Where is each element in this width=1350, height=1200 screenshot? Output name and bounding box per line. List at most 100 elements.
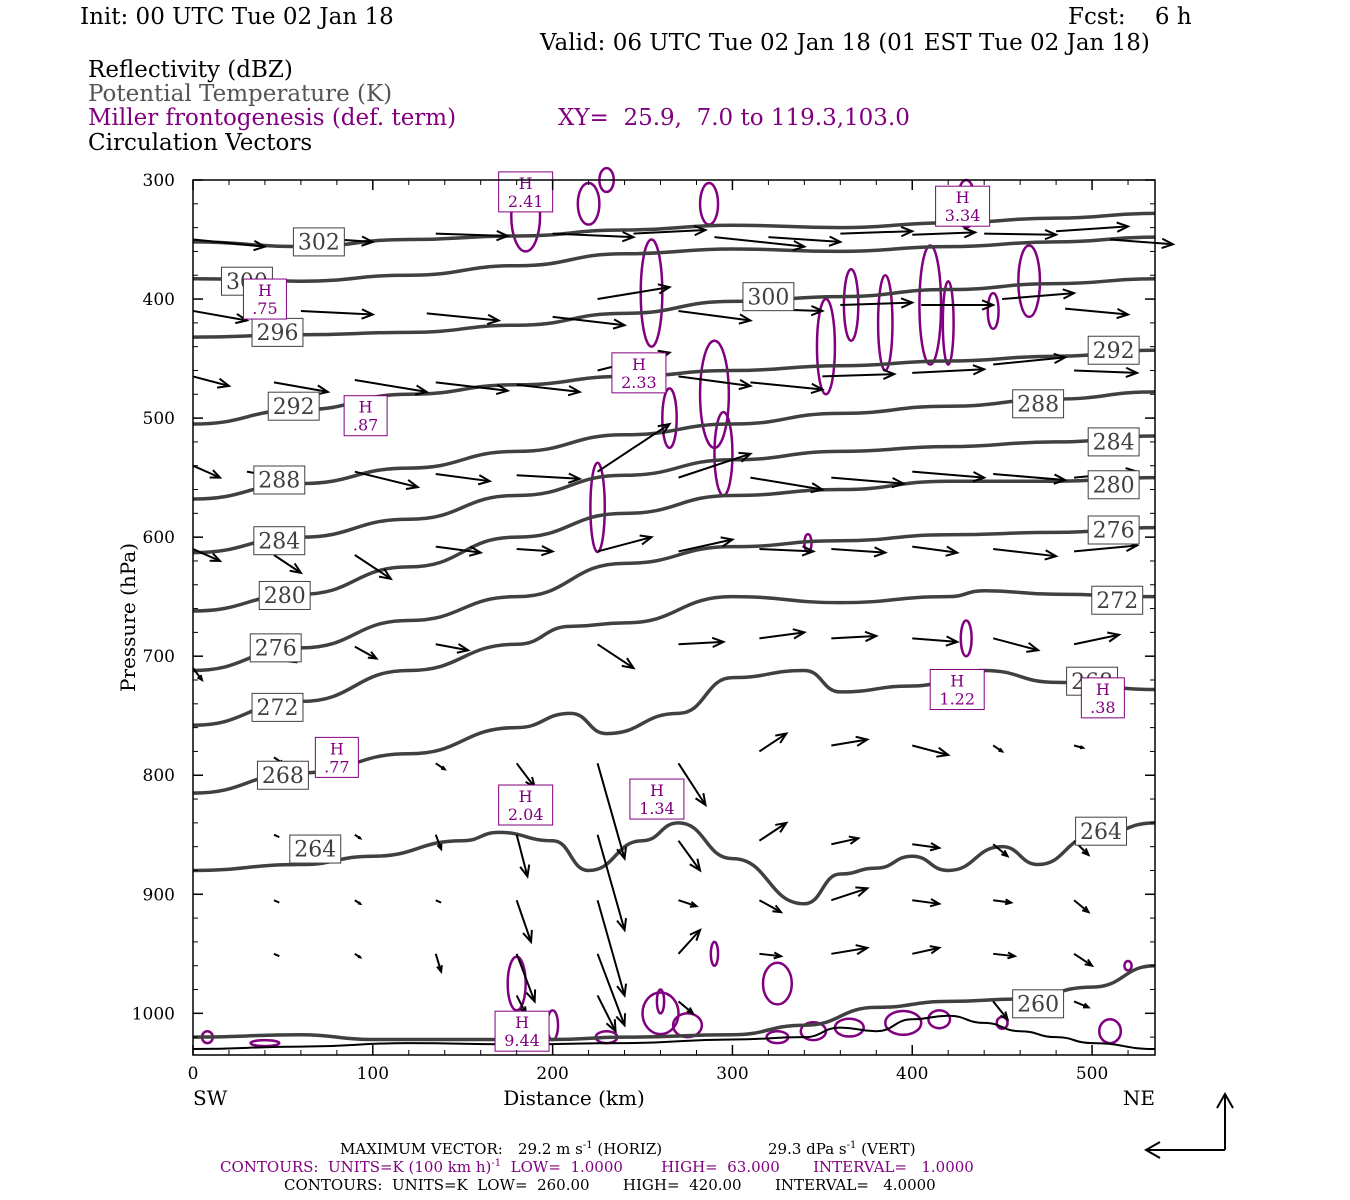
circulation-vector bbox=[992, 1000, 1010, 1022]
frontogenesis-contour bbox=[815, 297, 837, 396]
high-box bbox=[611, 352, 667, 394]
vector-head bbox=[981, 299, 996, 311]
vector-shaft bbox=[515, 953, 536, 1002]
theta-label-284-box bbox=[253, 526, 306, 556]
vector-head bbox=[361, 308, 376, 320]
circulation-vector bbox=[273, 833, 280, 839]
theta-label-284: 284 bbox=[1093, 431, 1135, 456]
vector-shaft bbox=[678, 452, 751, 479]
circulation-vector bbox=[677, 1000, 695, 1015]
theta-label-292: 292 bbox=[1093, 339, 1135, 364]
y-tick-label: 300 bbox=[143, 171, 175, 191]
high-value: .75 bbox=[252, 299, 277, 318]
vector-shaft bbox=[678, 309, 751, 322]
vector-head bbox=[616, 983, 628, 998]
theta-label-276-box bbox=[1087, 515, 1140, 545]
vector-head bbox=[738, 313, 753, 325]
vector-head bbox=[378, 568, 393, 581]
vector-head bbox=[1081, 848, 1091, 857]
vector-shaft bbox=[435, 545, 481, 554]
vector-shaft bbox=[516, 383, 580, 393]
circulation-vector bbox=[912, 364, 987, 376]
circulation-vector bbox=[435, 545, 484, 557]
circulation-vector bbox=[354, 645, 379, 660]
high-marker: H bbox=[519, 174, 533, 193]
frontogenesis-contour bbox=[639, 238, 664, 348]
vector-head bbox=[1107, 631, 1122, 643]
vector-head bbox=[567, 385, 583, 397]
high-value: .77 bbox=[324, 757, 349, 776]
theta-label-302-box bbox=[292, 227, 345, 257]
circulation-vector bbox=[992, 637, 1041, 653]
circulation-vector bbox=[831, 944, 870, 956]
circulation-vector bbox=[597, 643, 636, 670]
theta-label-292: 292 bbox=[273, 395, 315, 420]
vector-shaft bbox=[1056, 225, 1129, 233]
vector-shaft bbox=[1073, 544, 1138, 553]
vector-head bbox=[367, 651, 379, 660]
vector-head bbox=[963, 227, 978, 239]
vector-head bbox=[810, 382, 825, 395]
high-marker: H bbox=[258, 281, 272, 300]
contours-theta-info: CONTOURS: UNITS=K LOW= 260.00 HIGH= 420.… bbox=[284, 1176, 936, 1194]
vector-shaft bbox=[714, 236, 805, 248]
legend-potential-temperature: Potential Temperature (K) bbox=[88, 81, 393, 107]
high-marker: H bbox=[515, 1013, 529, 1032]
theta-label-288-box bbox=[253, 465, 306, 495]
circulation-vector bbox=[912, 545, 960, 557]
theta-label-300-box bbox=[742, 282, 795, 312]
circulation-vector bbox=[597, 534, 655, 553]
high-value: .38 bbox=[1090, 698, 1115, 717]
terrain bbox=[192, 1014, 1156, 1051]
circulation-vector bbox=[1073, 744, 1086, 750]
vector-head bbox=[711, 636, 727, 649]
circulation-vector bbox=[597, 422, 672, 473]
vector-shaft bbox=[912, 545, 958, 554]
vector-shaft bbox=[768, 236, 841, 243]
vector-head bbox=[873, 546, 888, 558]
vector-head bbox=[694, 793, 707, 808]
theta-label-288: 288 bbox=[1017, 393, 1059, 418]
plot-frame bbox=[192, 179, 1156, 1056]
circulation-vector bbox=[435, 762, 447, 771]
theta-label-276-box bbox=[249, 633, 302, 663]
circulation-vector bbox=[515, 834, 531, 879]
vector-shaft bbox=[552, 232, 634, 239]
high-value: 1.34 bbox=[639, 799, 675, 818]
circulation-vector bbox=[678, 636, 727, 649]
vector-head bbox=[612, 318, 628, 330]
frontogenesis-contour bbox=[876, 273, 894, 372]
vector-shaft bbox=[677, 1000, 694, 1015]
vector-head bbox=[1125, 366, 1140, 379]
legend-frontogenesis: Miller frontogenesis (def. term) bbox=[88, 105, 457, 131]
high-box bbox=[242, 278, 287, 320]
circulation-vector bbox=[1073, 952, 1095, 968]
vector-shaft bbox=[1109, 238, 1174, 246]
frontogenesis-contour bbox=[709, 940, 720, 967]
vector-shaft bbox=[1073, 1000, 1089, 1009]
theta-label-268-box bbox=[256, 760, 309, 790]
theta-label-264-box bbox=[1075, 816, 1128, 846]
vector-shaft bbox=[993, 473, 1066, 481]
vector-head bbox=[357, 901, 363, 906]
circulation-vector bbox=[273, 952, 280, 958]
vector-head bbox=[196, 674, 204, 683]
vector-shaft bbox=[912, 843, 940, 849]
theta-label-276: 276 bbox=[1093, 519, 1135, 544]
theta-label-280: 280 bbox=[264, 584, 306, 609]
vector-head bbox=[1062, 288, 1077, 300]
vector-shaft bbox=[678, 538, 733, 553]
vector-shaft bbox=[993, 356, 1066, 366]
vector-shaft bbox=[993, 952, 1015, 958]
vector-head bbox=[900, 297, 915, 309]
circulation-vector bbox=[912, 470, 987, 483]
vector-head bbox=[1081, 905, 1091, 914]
circulation-vector bbox=[1056, 221, 1131, 233]
vector-head bbox=[357, 954, 363, 959]
vector-shaft bbox=[192, 464, 221, 479]
theta-label-296: 296 bbox=[257, 321, 299, 346]
max-vector-label: MAXIMUM VECTOR: bbox=[340, 1140, 503, 1158]
vector-shaft bbox=[596, 995, 617, 1032]
circulation-vector bbox=[354, 952, 363, 959]
